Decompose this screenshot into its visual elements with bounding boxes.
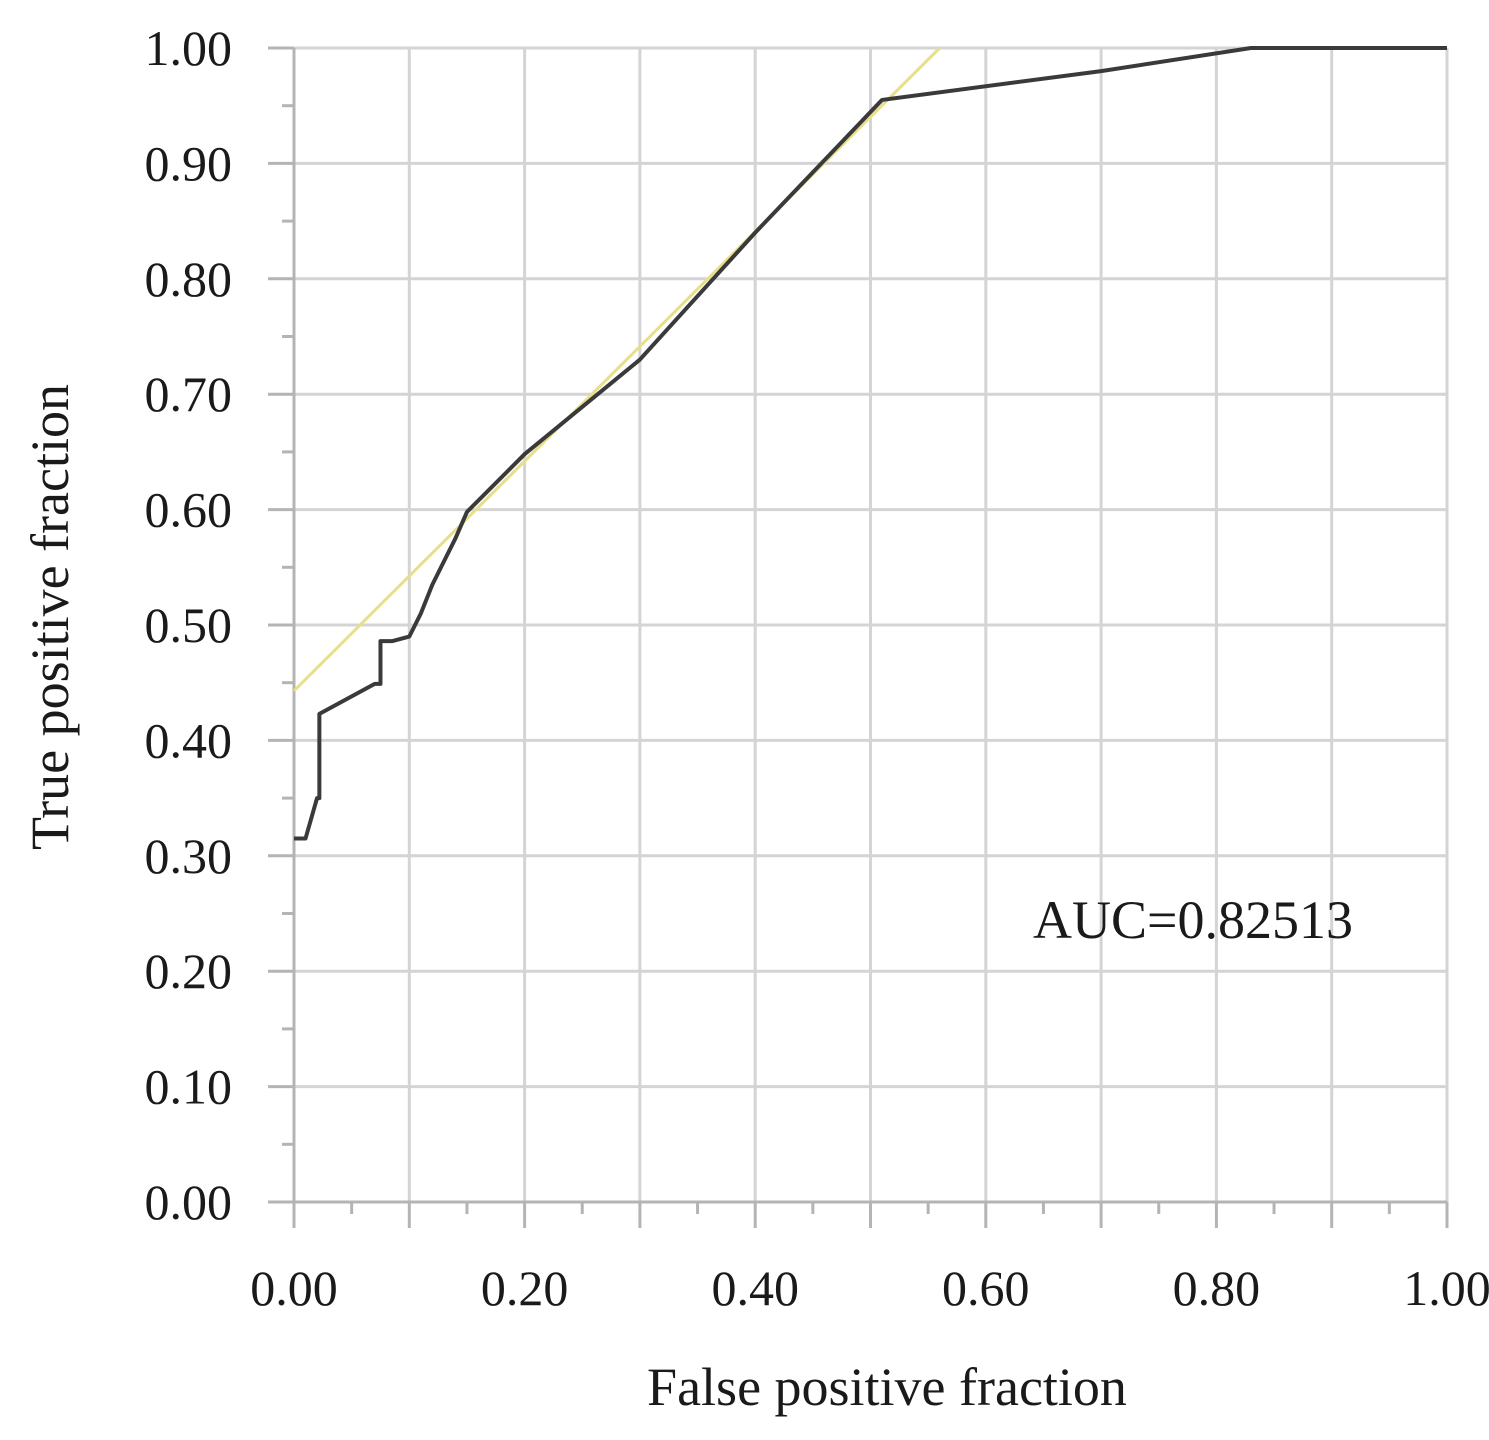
y-tick-label: 0.30 (145, 828, 233, 884)
y-tick-label: 0.90 (145, 135, 233, 191)
axes (268, 46, 1449, 1228)
x-tick-label: 0.40 (711, 1260, 799, 1316)
y-tick-label: 0.80 (145, 251, 233, 307)
y-tick-label: 0.70 (145, 366, 233, 422)
fitted-line (292, 46, 941, 692)
x-tick-label: 0.80 (1173, 1260, 1261, 1316)
y-tick-label: 0.00 (145, 1174, 233, 1230)
x-axis-title: False positive fraction (647, 1357, 1127, 1417)
roc-curve-line (294, 46, 1447, 841)
y-tick-label: 0.60 (145, 482, 233, 538)
y-tick-label: 1.00 (145, 20, 233, 76)
tick-labels: 0.00 0.10 0.20 0.30 0.40 0.50 0.60 0.70 0.80 0.90… (145, 20, 1489, 1316)
x-tick-label: 0.20 (481, 1260, 569, 1316)
y-tick-label: 0.20 (145, 943, 233, 999)
y-axis-title: True positive fraction (20, 384, 80, 850)
auc-annotation: AUC=0.82513 (1033, 890, 1353, 950)
x-tick-label: 0.60 (942, 1260, 1030, 1316)
series-group (292, 46, 1447, 841)
y-tick-label: 0.50 (145, 597, 233, 653)
y-tick-label: 0.40 (145, 712, 233, 768)
x-tick-label: 0.00 (250, 1260, 338, 1316)
y-tick-label: 0.10 (145, 1059, 233, 1115)
x-tick-label: 1.00 (1403, 1260, 1489, 1316)
grid (294, 46, 1449, 1202)
